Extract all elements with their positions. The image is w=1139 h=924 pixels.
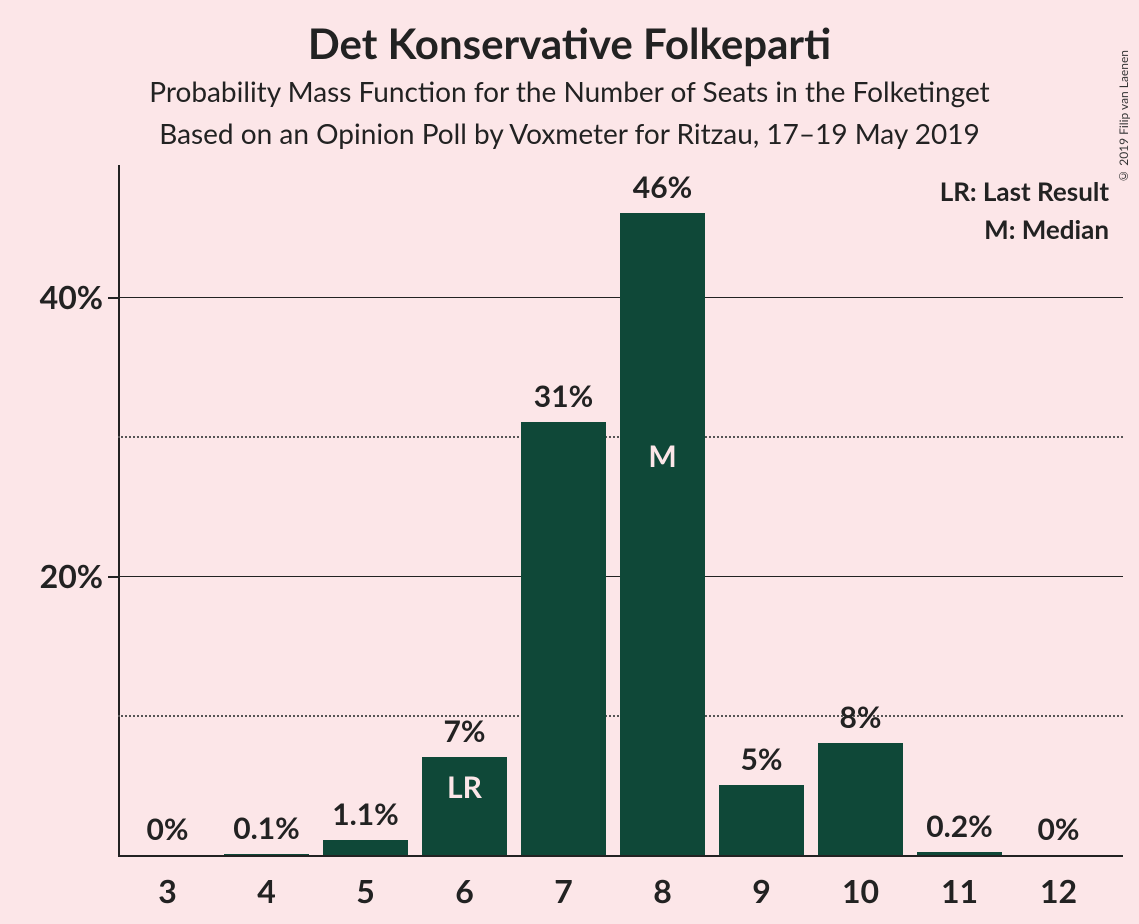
chart-title: Det Konservative Folkeparti xyxy=(0,18,1139,68)
bar-value-label: 0.2% xyxy=(910,808,1009,844)
bar xyxy=(818,743,902,855)
x-tick-label: 7 xyxy=(514,871,613,910)
bar xyxy=(521,422,605,855)
x-tick-label: 9 xyxy=(712,871,811,910)
chart-subtitle-2: Based on an Opinion Poll by Voxmeter for… xyxy=(0,116,1139,150)
bar xyxy=(323,840,407,855)
x-tick-label: 4 xyxy=(217,871,316,910)
chart-container: © 2019 Filip van Laenen Det Konservative… xyxy=(0,0,1139,924)
bar-value-label: 5% xyxy=(712,741,811,777)
plot-area: 20%40%0%30.1%41.1%57%6LR31%746%8M5%98%10… xyxy=(118,185,1108,855)
y-tick-label: 20% xyxy=(8,556,103,595)
x-tick-label: 5 xyxy=(316,871,415,910)
x-tick-label: 11 xyxy=(910,871,1009,910)
chart-subtitle-1: Probability Mass Function for the Number… xyxy=(0,74,1139,108)
bar-value-label: 0% xyxy=(1009,811,1108,847)
y-tick xyxy=(108,576,118,578)
bar-value-label: 7% xyxy=(415,713,514,749)
bar xyxy=(224,854,308,855)
bar xyxy=(620,213,704,855)
bar-value-label: 0% xyxy=(118,811,217,847)
bar-value-label: 1.1% xyxy=(316,796,415,832)
x-tick-label: 8 xyxy=(613,871,712,910)
x-tick-label: 12 xyxy=(1009,871,1108,910)
bar-value-label: 31% xyxy=(514,378,613,414)
bar-value-label: 46% xyxy=(613,169,712,205)
x-tick-label: 6 xyxy=(415,871,514,910)
bar-inner-label: LR xyxy=(415,769,514,805)
x-axis xyxy=(118,855,1123,857)
x-tick-label: 10 xyxy=(811,871,910,910)
y-axis xyxy=(118,165,120,855)
bar-value-label: 0.1% xyxy=(217,810,316,846)
y-tick xyxy=(108,297,118,299)
y-tick-label: 40% xyxy=(8,277,103,316)
bar-value-label: 8% xyxy=(811,699,910,735)
bar xyxy=(719,785,803,855)
bar xyxy=(917,852,1001,855)
bar-inner-label: M xyxy=(613,438,712,474)
x-tick-label: 3 xyxy=(118,871,217,910)
